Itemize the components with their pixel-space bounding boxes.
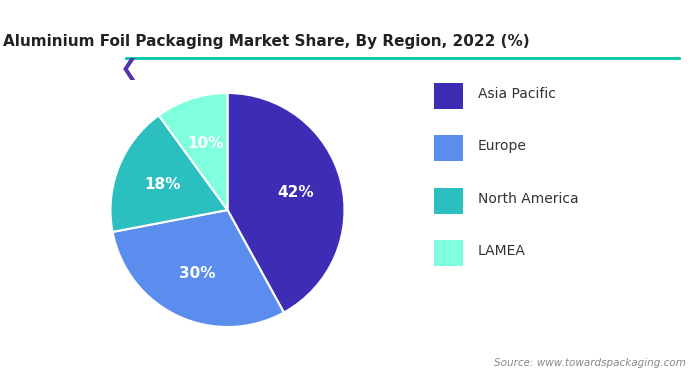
Text: 10%: 10% bbox=[188, 136, 224, 151]
FancyBboxPatch shape bbox=[434, 188, 463, 214]
Text: Europe: Europe bbox=[478, 139, 527, 153]
Wedge shape bbox=[113, 210, 284, 327]
Text: Asia Pacific: Asia Pacific bbox=[478, 87, 556, 101]
Text: 30%: 30% bbox=[179, 266, 216, 281]
FancyBboxPatch shape bbox=[434, 135, 463, 161]
Wedge shape bbox=[228, 93, 344, 312]
Text: 42%: 42% bbox=[277, 185, 314, 200]
Wedge shape bbox=[159, 93, 228, 210]
Text: LAMEA: LAMEA bbox=[478, 244, 526, 258]
Text: Aluminium Foil Packaging Market Share, By Region, 2022 (%): Aluminium Foil Packaging Market Share, B… bbox=[3, 34, 529, 49]
Text: ❮: ❮ bbox=[120, 58, 139, 80]
Text: 18%: 18% bbox=[144, 177, 181, 192]
Text: Source: www.towardspackaging.com: Source: www.towardspackaging.com bbox=[494, 357, 686, 368]
Text: North America: North America bbox=[478, 192, 579, 206]
FancyBboxPatch shape bbox=[434, 82, 463, 109]
Wedge shape bbox=[111, 116, 228, 232]
FancyBboxPatch shape bbox=[434, 240, 463, 266]
